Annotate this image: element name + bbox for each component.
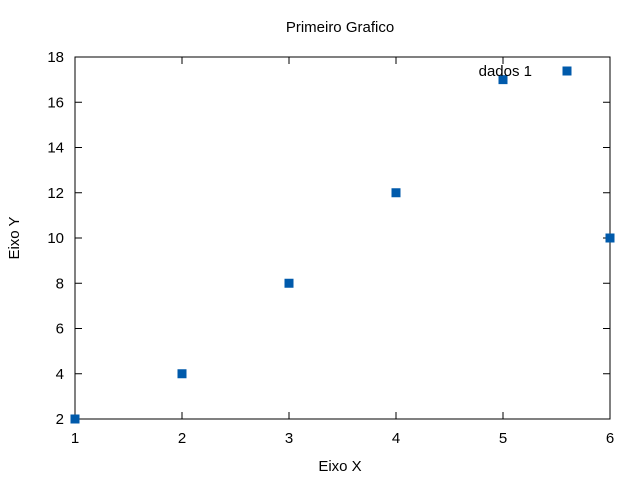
y-tick-label: 2 — [56, 411, 64, 428]
x-tick-label: 2 — [178, 430, 186, 447]
y-tick-label: 10 — [47, 230, 64, 247]
data-points — [70, 75, 615, 424]
plot-frame — [74, 56, 611, 420]
data-point — [605, 233, 615, 243]
y-axis-label: Eixo Y — [6, 216, 23, 259]
x-tick-label: 3 — [285, 430, 293, 447]
x-axis-label: Eixo X — [318, 458, 361, 475]
x-tick-label: 1 — [71, 430, 79, 447]
data-point — [498, 75, 508, 85]
y-tick-label: 12 — [47, 185, 64, 202]
chart-title: Primeiro Grafico — [286, 19, 394, 36]
y-tick-label: 8 — [56, 275, 64, 292]
legend: dados 1 — [479, 63, 572, 80]
y-tick-label: 4 — [56, 366, 64, 383]
y-tick-label: 18 — [47, 49, 64, 66]
x-tick-label: 6 — [606, 430, 614, 447]
legend-entry-marker — [562, 66, 572, 76]
data-point — [70, 414, 80, 424]
data-point — [391, 188, 401, 198]
y-tick-label: 6 — [56, 321, 64, 338]
y-tick-label: 16 — [47, 94, 64, 111]
y-tick-label: 14 — [47, 140, 64, 157]
data-point — [284, 278, 294, 288]
x-tick-label: 5 — [499, 430, 507, 447]
data-point — [177, 369, 187, 379]
x-tick-label: 4 — [392, 430, 400, 447]
legend-entry-label: dados 1 — [479, 63, 532, 80]
